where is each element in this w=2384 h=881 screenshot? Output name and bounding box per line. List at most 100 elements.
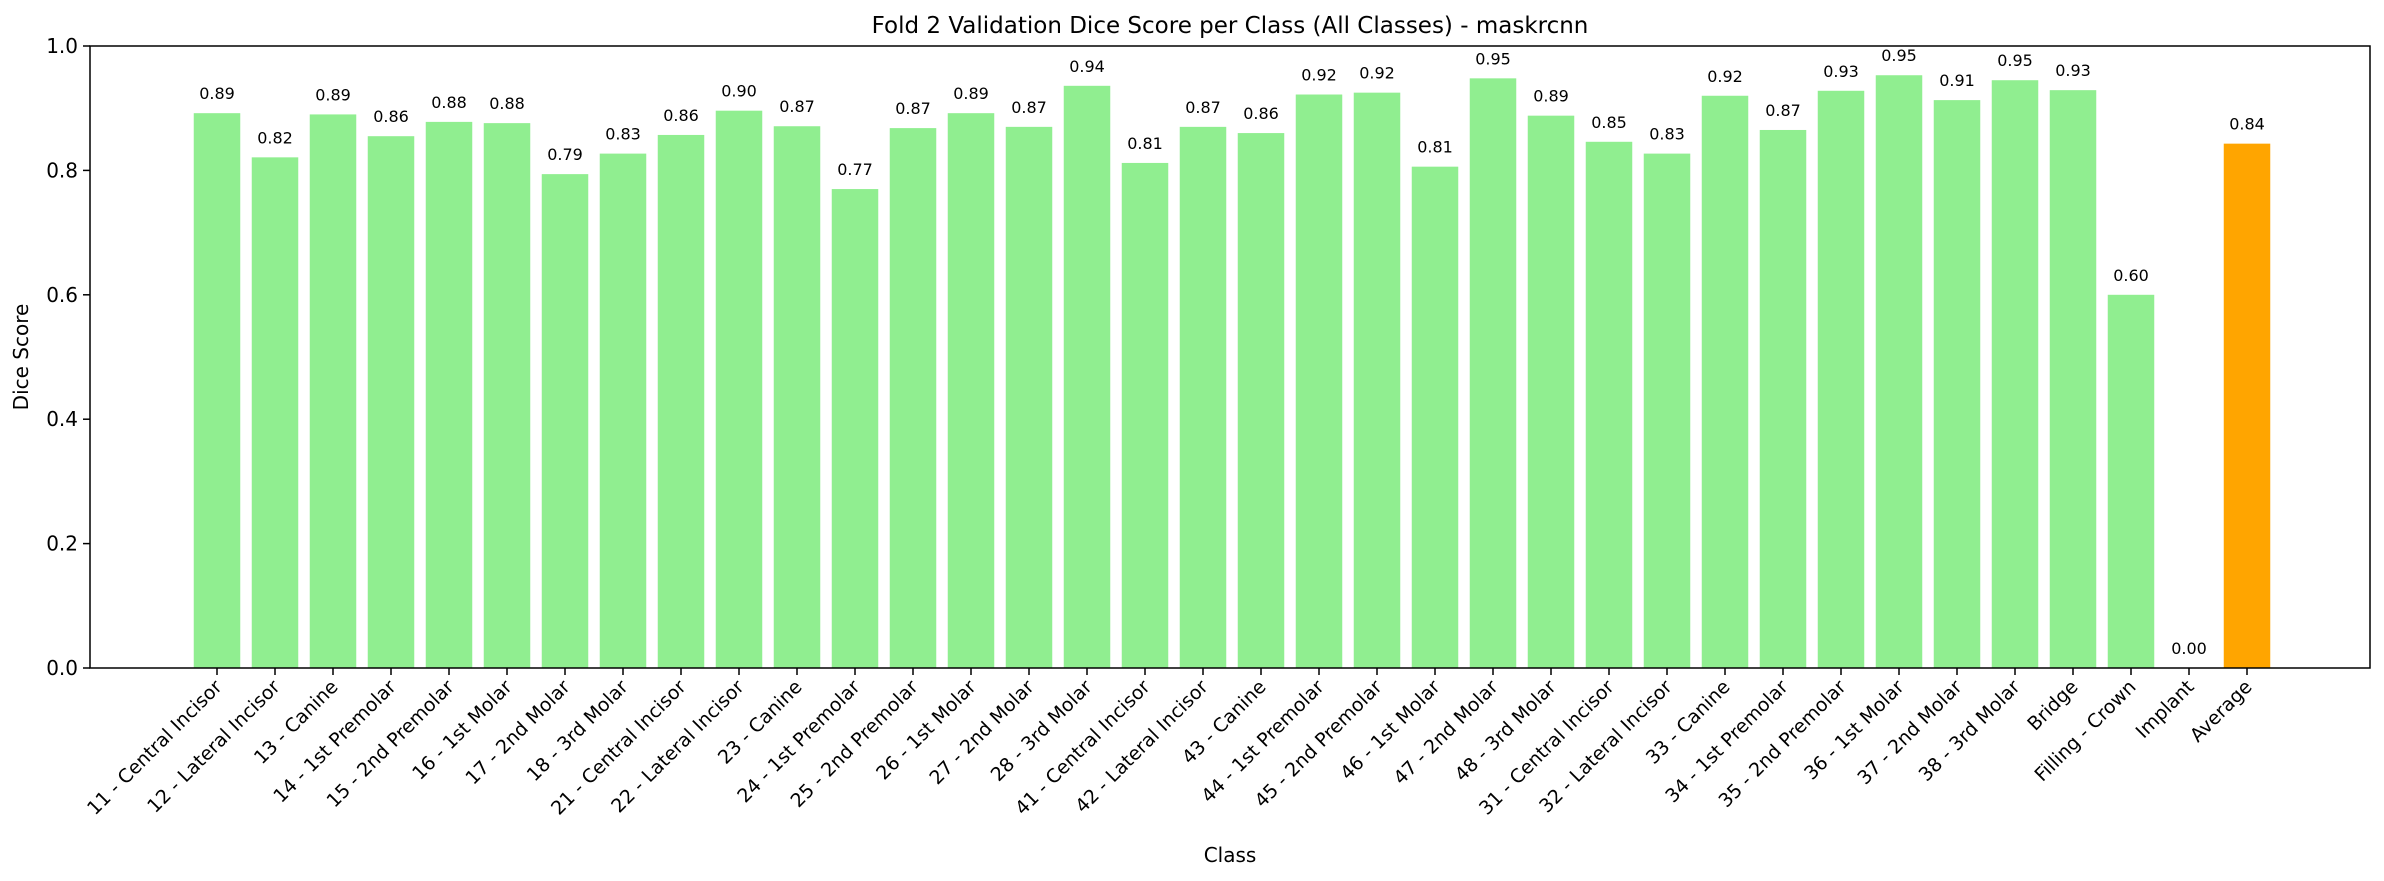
bar (309, 114, 357, 669)
value-label: 0.88 (489, 94, 525, 113)
bar (657, 134, 705, 669)
value-label: 0.87 (1185, 98, 1221, 117)
value-label: 0.94 (1069, 57, 1105, 76)
value-label: 0.79 (547, 145, 583, 164)
value-label: 0.89 (199, 84, 235, 103)
bar (1817, 90, 1865, 668)
bar (947, 113, 995, 668)
bar (1527, 115, 1575, 668)
bar (1701, 95, 1749, 668)
value-label: 0.00 (2171, 639, 2207, 658)
value-label: 0.92 (1707, 67, 1743, 86)
value-label: 0.88 (431, 93, 467, 112)
bar (1469, 78, 1517, 669)
value-label: 0.81 (1417, 138, 1453, 157)
x-axis-label: Class (1204, 843, 1257, 867)
value-label: 0.91 (1939, 71, 1975, 90)
bar (1875, 75, 1923, 668)
y-tick-label: 1.0 (46, 34, 78, 58)
plot-frame (89, 45, 2371, 669)
bar (1585, 141, 1633, 669)
value-label: 0.95 (1475, 49, 1511, 68)
bar (773, 126, 821, 669)
value-label: 0.90 (721, 82, 757, 101)
value-label: 0.86 (663, 106, 699, 125)
bar (1933, 100, 1981, 668)
x-tick-label: 16 - 1st Molar (408, 676, 517, 785)
value-label: 0.87 (779, 97, 815, 116)
x-tick-label: 47 - 2nd Molar (1389, 676, 1502, 789)
value-label: 0.93 (2055, 61, 2091, 80)
y-tick-label: 0.4 (46, 407, 78, 431)
value-label: 0.86 (373, 107, 409, 126)
x-tick-label: 17 - 2nd Molar (461, 676, 574, 789)
y-axis-label: Dice Score (9, 304, 33, 411)
y-tick-label: 0.8 (46, 158, 78, 182)
y-tick-label: 0.0 (46, 656, 78, 680)
bar (1411, 166, 1459, 668)
value-label: 0.84 (2229, 115, 2265, 134)
value-label: 0.85 (1591, 113, 1627, 132)
x-tick-label: 37 - 2nd Molar (1853, 676, 1966, 789)
x-tick-label: 28 - 3rd Molar (987, 676, 1097, 786)
bar (1759, 129, 1807, 669)
x-tick-label: Average (2186, 676, 2257, 747)
bar (541, 174, 589, 668)
value-label: 0.60 (2113, 266, 2149, 285)
value-label: 0.87 (1011, 98, 1047, 117)
bar (1353, 92, 1401, 668)
bar (1991, 80, 2039, 668)
x-tick-label: 18 - 3rd Molar (523, 676, 633, 786)
chart-title: Fold 2 Validation Dice Score per Class (… (872, 13, 1589, 39)
bar (425, 121, 473, 668)
x-tick-label: 27 - 2nd Molar (925, 676, 1038, 789)
value-label: 0.93 (1823, 62, 1859, 81)
value-label: 0.87 (1765, 101, 1801, 120)
bar (2107, 294, 2155, 668)
x-tick-label: 46 - 1st Molar (1336, 676, 1445, 785)
bar (1237, 133, 1285, 668)
bar (599, 153, 647, 668)
bar (2049, 90, 2097, 669)
average-bar (2223, 143, 2271, 669)
x-tick-label: 26 - 1st Molar (872, 676, 981, 785)
bar (1643, 153, 1691, 668)
x-tick-label: Filling - Crown (2031, 676, 2141, 786)
y-tick-label: 0.2 (46, 532, 78, 556)
value-label: 0.77 (837, 160, 873, 179)
value-label: 0.83 (1649, 125, 1685, 144)
bar (715, 110, 763, 669)
y-tick-label: 0.6 (46, 283, 78, 307)
bar (367, 136, 415, 668)
bar (1063, 85, 1111, 669)
value-label: 0.82 (257, 128, 293, 147)
value-label: 0.83 (605, 125, 641, 144)
value-labels: 0.89 0.82 0.89 0.86 0.88 0.88 0.79 0.83 0.86 0.90… (199, 46, 2265, 658)
bar (1005, 126, 1053, 669)
x-tick-label: 36 - 1st Molar (1800, 676, 1909, 785)
value-label: 0.92 (1301, 66, 1337, 85)
bar (193, 113, 241, 668)
bar (1121, 162, 1169, 668)
value-label: 0.89 (315, 85, 351, 104)
bar (251, 157, 299, 668)
bar (1179, 126, 1227, 669)
value-label: 0.86 (1243, 104, 1279, 123)
bar (1295, 94, 1343, 669)
value-label: 0.89 (1533, 87, 1569, 106)
value-label: 0.89 (953, 84, 989, 103)
bar (831, 189, 879, 668)
x-tick-label: 48 - 3rd Molar (1451, 676, 1561, 786)
value-label: 0.87 (895, 99, 931, 118)
bar (483, 123, 531, 669)
value-label: 0.95 (1997, 51, 2033, 70)
bars (193, 75, 2271, 669)
y-axis: 0.0 0.2 0.4 0.6 0.8 1.0 (46, 34, 90, 680)
value-label: 0.95 (1881, 46, 1917, 65)
value-label: 0.92 (1359, 64, 1395, 83)
value-label: 0.81 (1127, 134, 1163, 153)
bar (889, 128, 937, 668)
x-tick-label: 38 - 3rd Molar (1915, 676, 2025, 786)
